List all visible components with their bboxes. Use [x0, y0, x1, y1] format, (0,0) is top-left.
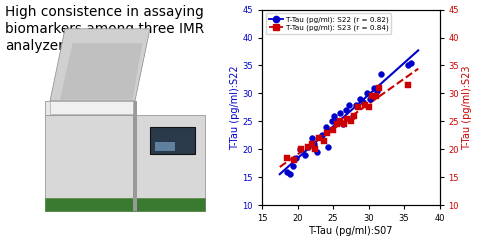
Polygon shape: [60, 43, 142, 100]
FancyBboxPatch shape: [135, 115, 205, 211]
Point: [366, 97, 374, 101]
Point: [315, 136, 323, 140]
Point: [332, 122, 340, 126]
Legend: T-Tau (pg/ml): S22 (r = 0.82), T-Tau (pg/ml): S23 (r = 0.84): T-Tau (pg/ml): S22 (r = 0.82), T-Tau (pg…: [266, 13, 392, 34]
Point: [370, 86, 378, 90]
Point: [346, 103, 354, 107]
Point: [320, 139, 328, 143]
Point: [340, 122, 347, 126]
Point: [342, 108, 350, 112]
Y-axis label: T-Tau (pg/ml):S22: T-Tau (pg/ml):S22: [230, 65, 239, 150]
Point: [343, 117, 351, 120]
Point: [339, 122, 347, 126]
Point: [304, 144, 312, 148]
Point: [404, 83, 411, 87]
Point: [336, 111, 344, 115]
FancyBboxPatch shape: [50, 101, 132, 114]
FancyBboxPatch shape: [45, 198, 135, 211]
Point: [332, 120, 340, 123]
Point: [324, 144, 332, 148]
Point: [283, 156, 291, 160]
Point: [361, 103, 369, 107]
Point: [352, 103, 360, 107]
FancyBboxPatch shape: [155, 142, 175, 151]
FancyBboxPatch shape: [132, 101, 136, 211]
Point: [322, 125, 330, 129]
Point: [359, 100, 367, 104]
Point: [329, 128, 337, 132]
Point: [297, 147, 305, 151]
Point: [324, 131, 332, 134]
Point: [310, 142, 318, 146]
Point: [288, 164, 296, 168]
Point: [328, 120, 336, 123]
Point: [300, 153, 308, 157]
Point: [308, 136, 316, 140]
Point: [290, 159, 298, 162]
Point: [330, 114, 338, 118]
FancyBboxPatch shape: [150, 127, 195, 154]
Point: [356, 97, 364, 101]
Point: [363, 91, 371, 95]
Point: [350, 114, 358, 118]
Point: [349, 114, 357, 118]
Point: [347, 120, 355, 123]
Text: High consistence in assaying
biomarkers among three IMR
analyzers: High consistence in assaying biomarkers …: [5, 5, 204, 54]
Point: [311, 147, 320, 151]
Point: [378, 72, 386, 76]
Point: [404, 64, 411, 67]
Y-axis label: T-Tau (pg/ml):S23: T-Tau (pg/ml):S23: [462, 65, 472, 150]
Point: [354, 106, 362, 109]
Point: [407, 61, 415, 65]
Point: [286, 173, 294, 176]
Point: [373, 89, 381, 93]
Point: [336, 120, 344, 123]
Point: [296, 147, 304, 151]
Point: [375, 86, 383, 90]
Point: [283, 170, 291, 174]
Point: [372, 94, 380, 98]
Point: [368, 94, 376, 98]
Point: [314, 150, 322, 154]
Polygon shape: [50, 29, 150, 101]
Point: [304, 144, 312, 148]
X-axis label: T-Tau (pg/ml):S07: T-Tau (pg/ml):S07: [308, 226, 393, 236]
FancyBboxPatch shape: [135, 198, 205, 211]
Point: [318, 133, 326, 137]
Point: [364, 106, 372, 109]
FancyBboxPatch shape: [45, 115, 135, 211]
Point: [292, 156, 300, 160]
FancyBboxPatch shape: [45, 101, 135, 115]
Point: [308, 142, 316, 146]
